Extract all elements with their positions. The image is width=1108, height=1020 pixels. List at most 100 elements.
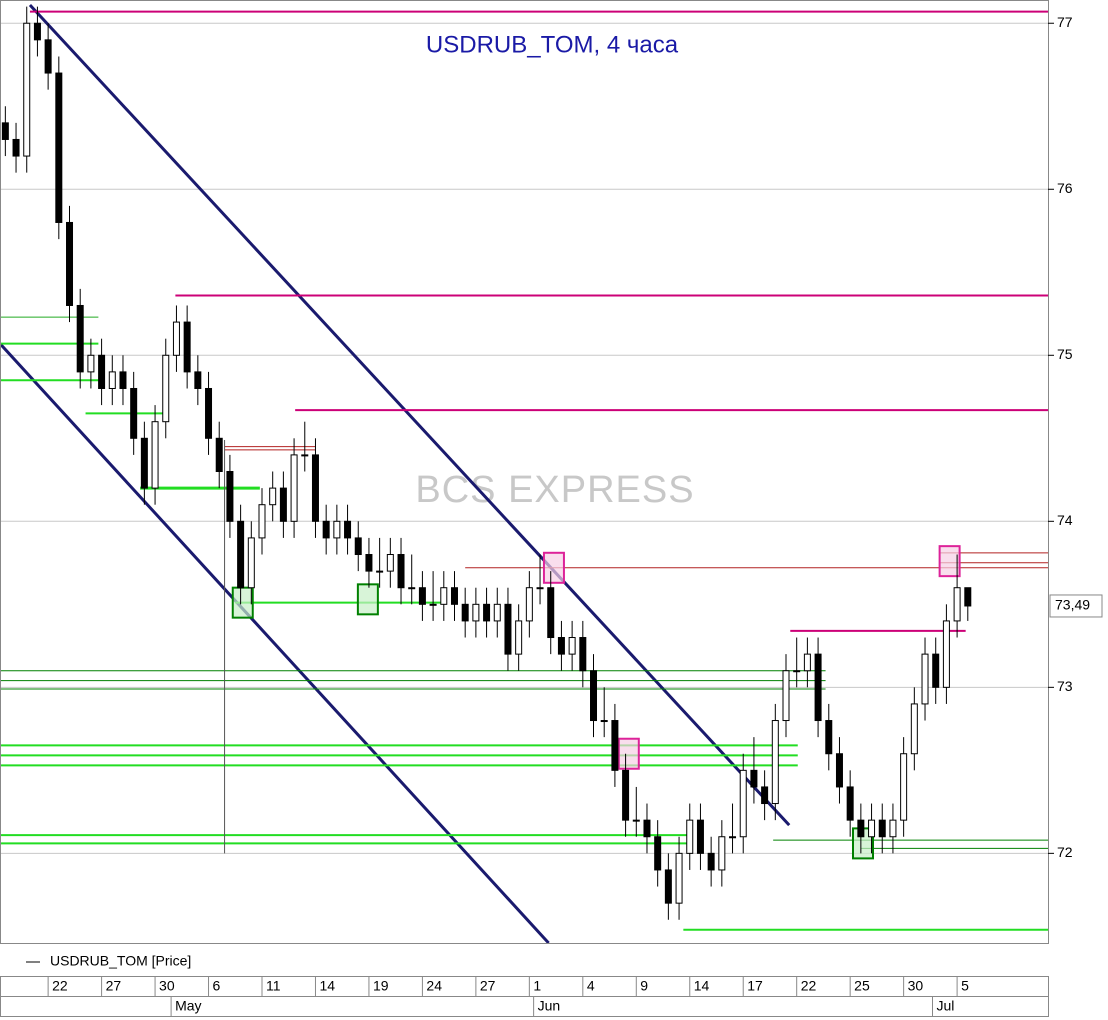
- candle-body: [237, 520, 245, 589]
- x-tick-label: 9: [640, 978, 648, 994]
- candle-body: [66, 221, 74, 306]
- drawings: [0, 3, 1048, 945]
- x-tick-label: 14: [694, 978, 710, 994]
- plot-border: [0, 0, 1049, 944]
- candle-body: [408, 587, 416, 590]
- candle-body: [108, 371, 116, 389]
- chart-title: USDRUB_TOM, 4 часа: [426, 31, 679, 58]
- candle-body: [632, 819, 640, 822]
- month-tick-label: Jun: [538, 998, 561, 1014]
- candle-body: [547, 587, 555, 639]
- marker-box: [542, 551, 565, 584]
- candle-body: [311, 454, 319, 522]
- month-tick-label: Jul: [937, 998, 955, 1014]
- marker-box: [231, 586, 254, 619]
- candle-body: [130, 387, 138, 439]
- marker-box: [356, 583, 379, 616]
- candle-body: [44, 39, 52, 74]
- candle-body: [707, 852, 715, 871]
- candle-body: [172, 321, 180, 356]
- candle-body: [643, 819, 651, 838]
- candle-body: [696, 819, 704, 854]
- candle-body: [162, 354, 170, 423]
- candle-body: [269, 487, 277, 506]
- candle-body: [140, 437, 148, 489]
- x-tick-label: 25: [854, 978, 870, 994]
- x-tick-label: 24: [426, 978, 442, 994]
- legend-label: USDRUB_TOM [Price]: [50, 953, 191, 969]
- candle-body: [290, 454, 298, 522]
- x-tick-label: 14: [319, 978, 335, 994]
- candle-body: [868, 819, 876, 838]
- x-tick-label: 30: [908, 978, 924, 994]
- candle-body: [247, 537, 255, 589]
- candle-body: [301, 454, 309, 457]
- candles: [1, 6, 972, 920]
- candle-body: [739, 769, 747, 838]
- y-tick-label: 74: [1057, 512, 1073, 528]
- x-tick-label: 17: [747, 978, 763, 994]
- candle-body: [493, 603, 501, 622]
- candle-body: [878, 819, 886, 838]
- candle-body: [515, 620, 523, 655]
- candle-body: [472, 603, 480, 622]
- candle-body: [98, 354, 106, 389]
- candle-body: [119, 371, 127, 389]
- candle-body: [33, 22, 41, 41]
- x-tick-label: 5: [961, 978, 969, 994]
- candle-body: [397, 554, 405, 589]
- candle-body: [568, 637, 576, 655]
- candle-body: [333, 520, 341, 539]
- candle-body: [654, 836, 662, 871]
- candle-body: [600, 720, 608, 723]
- x-tick-label: 22: [52, 978, 68, 994]
- watermark: BCS EXPRESS: [415, 469, 694, 511]
- candle-body: [450, 587, 458, 605]
- y-tick-label: 73: [1057, 678, 1073, 694]
- candle-body: [536, 587, 544, 590]
- candle-body: [900, 753, 908, 821]
- candle-body: [964, 587, 972, 607]
- x-tick-label: 22: [801, 978, 817, 994]
- candle-body: [215, 437, 223, 472]
- candle-body: [921, 653, 929, 705]
- y-tick-label: 75: [1057, 346, 1073, 362]
- y-tick-label: 72: [1057, 844, 1073, 860]
- candle-body: [953, 587, 961, 622]
- candle-body: [857, 819, 865, 838]
- candle-body: [611, 720, 619, 771]
- last-price-label: 73,49: [1055, 597, 1090, 613]
- candle-body: [910, 703, 918, 755]
- candle-body: [205, 387, 213, 439]
- candle-body: [750, 769, 758, 788]
- candle-body: [258, 504, 266, 539]
- x-tick-label: 4: [587, 978, 595, 994]
- candle-body: [579, 637, 587, 672]
- candle-body: [622, 769, 630, 821]
- candle-body: [771, 720, 779, 805]
- y-tick-label: 76: [1057, 180, 1073, 196]
- candle-body: [803, 653, 811, 672]
- candle-body: [782, 670, 790, 722]
- candle-body: [87, 354, 95, 373]
- candle-body: [354, 537, 362, 556]
- candle-body: [825, 720, 833, 755]
- candle-body: [525, 587, 533, 622]
- candle-body: [418, 587, 426, 605]
- candle-body: [889, 819, 897, 838]
- candle-body: [376, 570, 384, 573]
- drawing-line: [28, 3, 791, 827]
- candle-body: [194, 371, 202, 389]
- last-price-box: [1049, 594, 1103, 618]
- candle-body: [279, 487, 287, 522]
- candle-body: [718, 836, 726, 871]
- candle-body: [557, 637, 565, 655]
- candle-body: [461, 603, 469, 622]
- marker-box: [617, 737, 640, 770]
- candle-body: [386, 554, 394, 572]
- candle-body: [686, 819, 694, 854]
- x-tick-label: 30: [159, 978, 175, 994]
